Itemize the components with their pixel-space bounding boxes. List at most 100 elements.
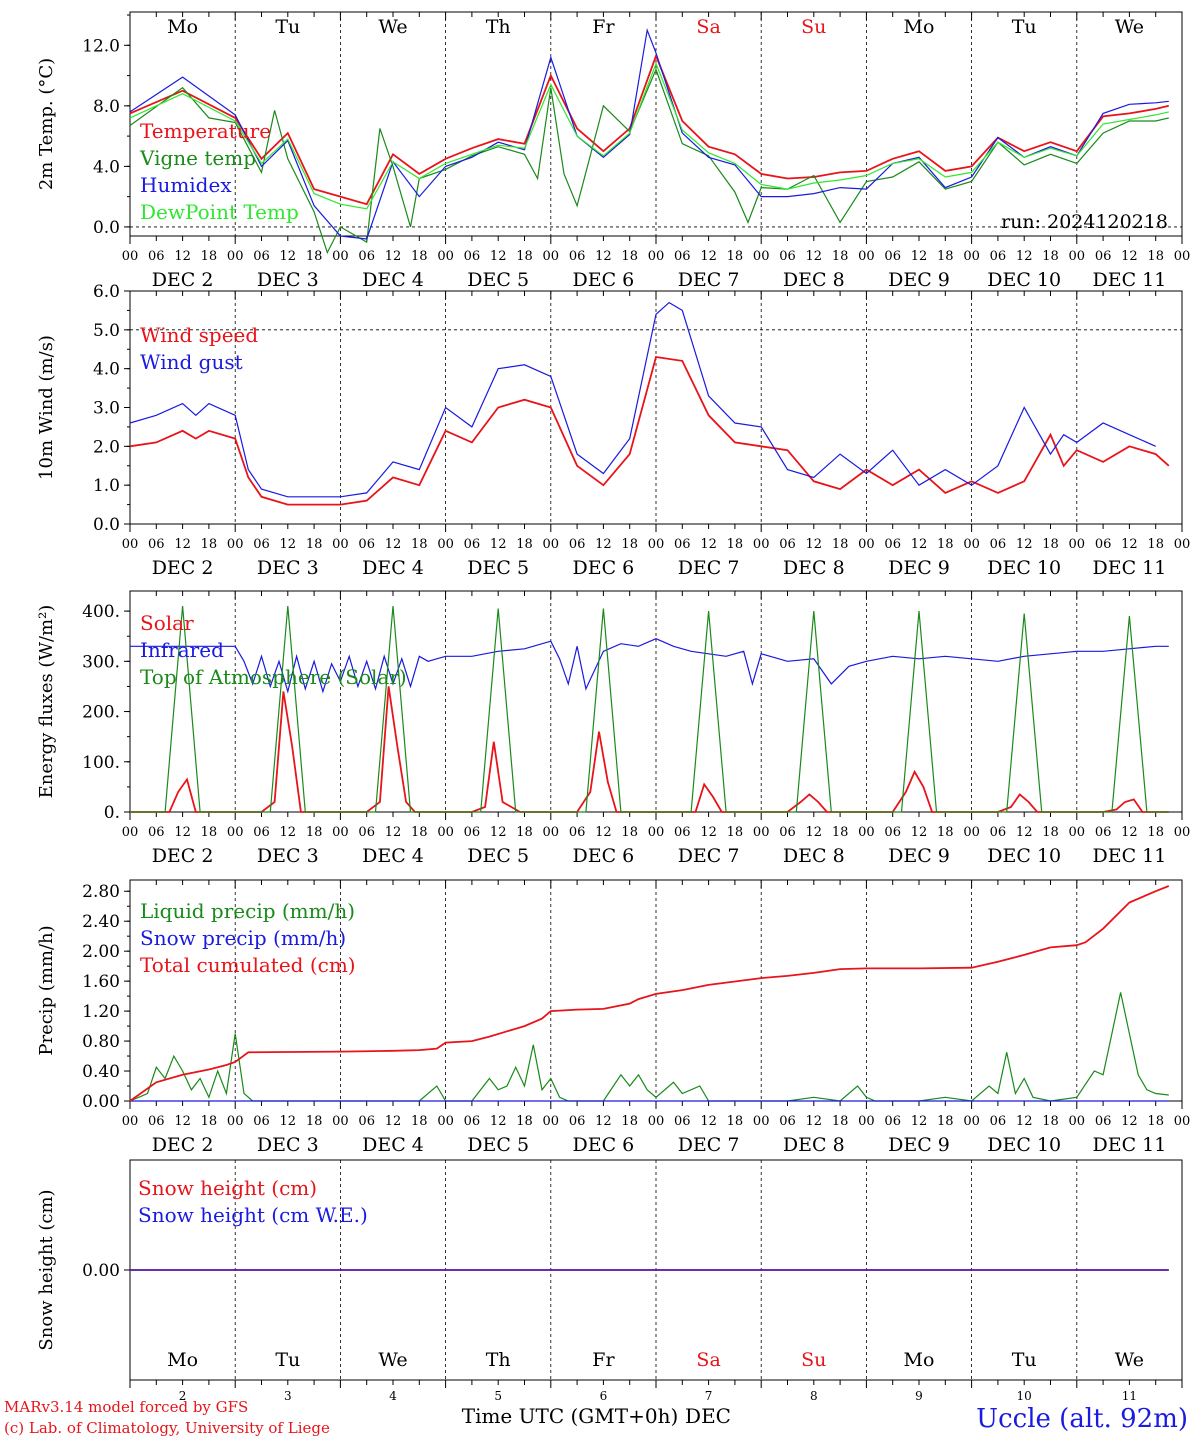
x-hour-label: 18 (411, 825, 428, 840)
x-hour-label: 12 (1121, 249, 1138, 264)
x-hour-label: 12 (700, 537, 717, 552)
x-hour-label: 00 (1174, 537, 1191, 552)
y-tick-label: 0.0 (93, 515, 120, 535)
x-hour-label: 06 (569, 825, 586, 840)
x-hour-label: 12 (385, 249, 402, 264)
x-day-number: 2 (179, 1389, 187, 1403)
x-hour-label: 18 (306, 537, 323, 552)
x-hour-label: 06 (358, 825, 375, 840)
series-line (129, 885, 1170, 1102)
x-hour-label: 00 (753, 249, 770, 264)
x-date-label: DEC 3 (257, 845, 319, 867)
x-hour-label: 12 (1016, 1114, 1033, 1129)
x-hour-label: 00 (437, 825, 454, 840)
x-hour-label: 12 (911, 249, 928, 264)
weekday-label: Mo (167, 16, 198, 38)
x-axis-month: DEC (685, 1404, 731, 1428)
x-hour-label: 18 (1042, 825, 1059, 840)
x-hour-label: 06 (148, 249, 165, 264)
legend-entry: Liquid precip (mm/h) (140, 899, 355, 923)
weekday-label: Fr (592, 1349, 615, 1371)
x-hour-label: 12 (280, 249, 297, 264)
x-date-label: DEC 9 (888, 1134, 950, 1156)
weekday-label: Su (801, 16, 826, 38)
x-hour-label: 00 (227, 1114, 244, 1129)
x-date-label: DEC 9 (888, 845, 950, 867)
x-hour-label: 12 (174, 537, 191, 552)
x-hour-label: 06 (253, 1114, 270, 1129)
x-hour-label: 06 (884, 537, 901, 552)
x-hour-label: 06 (884, 1114, 901, 1129)
y-tick-label: 2.80 (82, 882, 120, 902)
station-name: Uccle (alt. 92m) (976, 1404, 1188, 1434)
x-hour-label: 18 (306, 825, 323, 840)
x-hour-label: 00 (1174, 249, 1191, 264)
x-date-label: DEC 8 (783, 269, 845, 291)
weekday-label: Tu (1012, 1349, 1037, 1371)
x-hour-label: 12 (280, 1114, 297, 1129)
x-hour-label: 06 (674, 1114, 691, 1129)
y-axis-label: Snow height (cm) (36, 1189, 57, 1350)
y-tick-label: 400. (82, 602, 120, 622)
x-hour-label: 12 (280, 825, 297, 840)
x-hour-label: 00 (437, 537, 454, 552)
x-day-number: 5 (494, 1389, 502, 1403)
x-date-label: DEC 11 (1092, 845, 1166, 867)
y-tick-label: 6.0 (93, 282, 120, 302)
legend-entry: Temperature (140, 119, 271, 143)
x-hour-label: 18 (937, 825, 954, 840)
y-tick-label: 0.0 (93, 218, 120, 238)
x-hour-label: 12 (490, 1114, 507, 1129)
x-hour-label: 00 (122, 1114, 139, 1129)
x-hour-label: 00 (122, 537, 139, 552)
x-hour-label: 12 (595, 249, 612, 264)
x-hour-label: 00 (1174, 1114, 1191, 1129)
run-annotation: run: 2024120218 (1001, 211, 1168, 233)
x-hour-label: 00 (648, 249, 665, 264)
x-date-label: DEC 5 (467, 1134, 529, 1156)
y-axis-label: 10m Wind (m/s) (36, 335, 57, 480)
weekday-label: Sa (696, 1349, 720, 1371)
x-date-label: DEC 2 (152, 845, 214, 867)
y-tick-label: 0.00 (82, 1261, 120, 1281)
x-hour-label: 18 (621, 825, 638, 840)
x-hour-label: 00 (963, 537, 980, 552)
legend-entry: Solar (140, 611, 194, 635)
x-date-label: DEC 6 (573, 1134, 635, 1156)
x-hour-label: 00 (543, 249, 560, 264)
x-hour-label: 18 (516, 825, 533, 840)
x-hour-label: 06 (358, 1114, 375, 1129)
y-tick-label: 1.0 (93, 476, 120, 496)
series-line (129, 27, 1169, 240)
x-hour-label: 12 (1121, 537, 1138, 552)
x-hour-label: 00 (543, 825, 560, 840)
x-hour-label: 00 (437, 249, 454, 264)
x-date-label: DEC 6 (573, 269, 635, 291)
x-day-number: 7 (705, 1389, 713, 1403)
x-hour-label: 00 (332, 537, 349, 552)
x-hour-label: 06 (674, 537, 691, 552)
weekday-label: Su (801, 1349, 826, 1371)
x-hour-label: 00 (332, 249, 349, 264)
weekday-label: Mo (904, 1349, 935, 1371)
y-tick-label: 2.00 (82, 942, 120, 962)
legend-entry: Humidex (140, 173, 232, 197)
x-hour-label: 12 (490, 249, 507, 264)
panel-4: 0.00 0.40 0.80 1.20 1.60 2.00 2.40 2.80 Precip (… (36, 879, 1191, 1156)
x-hour-label: 06 (779, 1114, 796, 1129)
x-hour-label: 00 (858, 825, 875, 840)
y-tick-label: 4.0 (93, 360, 120, 380)
x-hour-label: 06 (884, 249, 901, 264)
x-hour-label: 18 (411, 1114, 428, 1129)
x-hour-label: 18 (621, 249, 638, 264)
x-hour-label: 06 (569, 1114, 586, 1129)
x-date-label: DEC 7 (678, 845, 740, 867)
legend-entry: DewPoint Temp (140, 200, 299, 224)
x-hour-label: 06 (674, 825, 691, 840)
x-hour-label: 12 (700, 249, 717, 264)
x-hour-label: 00 (1174, 825, 1191, 840)
x-hour-label: 06 (464, 537, 481, 552)
x-hour-label: 12 (806, 249, 823, 264)
x-hour-label: 12 (911, 537, 928, 552)
x-date-label: DEC 8 (783, 1134, 845, 1156)
